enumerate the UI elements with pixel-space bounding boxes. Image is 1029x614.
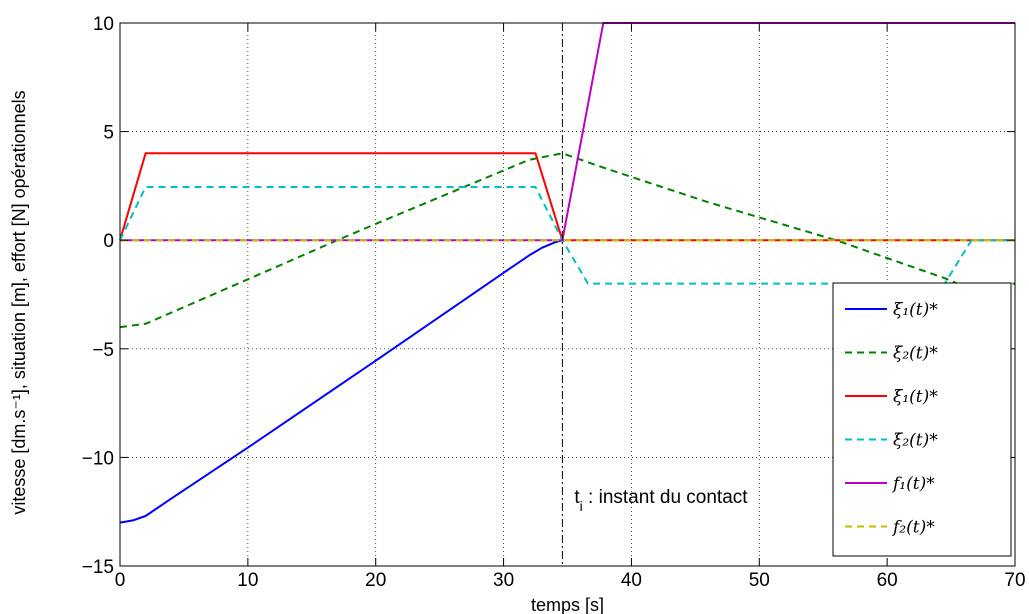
y-tick-label: −5 <box>92 340 114 361</box>
x-tick-label: 0 <box>115 570 126 591</box>
x-tick-label: 60 <box>877 570 898 591</box>
legend-label-1: ξ₁(t)* <box>893 300 938 320</box>
contact-annotation-t: t <box>574 487 580 508</box>
legend-label-5: f₁(t)* <box>891 474 935 494</box>
y-tick-label: 0 <box>103 231 114 252</box>
legend-label-2: ξ₂(t)* <box>893 344 938 364</box>
series-line-1 <box>119 239 563 524</box>
legend: ξ₁(t)* ξ₂(t)* ξ̇₁(t)* ξ̇₂(t)* f₁(t)* f₂(t)* <box>832 282 1012 557</box>
contact-annotation-subscript: i <box>580 498 583 514</box>
x-tick-label: 10 <box>237 570 258 591</box>
legend-label-4: ξ̇₂(t)* <box>893 431 938 451</box>
series-line-4 <box>119 186 1015 285</box>
contact-annotation: ti : instant du contact <box>574 487 748 514</box>
legend-label-6: f₂(t)* <box>891 518 935 538</box>
series-line-3 <box>119 152 1015 242</box>
y-tick-label: −15 <box>82 557 114 578</box>
series-line-2 <box>119 152 1015 329</box>
x-axis-label: temps [s] <box>531 595 604 614</box>
x-tick-label: 50 <box>749 570 770 591</box>
plot-frame <box>119 22 1016 567</box>
x-tick-label: 70 <box>1004 570 1025 591</box>
x-tick-label: 20 <box>365 570 386 591</box>
legend-box <box>832 282 1012 557</box>
y-tick-label: 5 <box>103 123 114 144</box>
contact-annotation-rest: : instant du contact <box>583 487 748 508</box>
x-tick-label: 30 <box>493 570 514 591</box>
x-tick-label: 40 <box>621 570 642 591</box>
y-tick-label: 10 <box>93 14 114 35</box>
y-axis-label: vitesse [dm.s⁻¹], situation [m], effort … <box>9 90 29 514</box>
axis-ticks: 0 10 20 30 40 50 60 70 −15 −10 −5 0 5 10 <box>82 14 1026 591</box>
legend-label-3: ξ̇₁(t)* <box>893 387 938 407</box>
y-tick-label: −10 <box>82 448 114 469</box>
